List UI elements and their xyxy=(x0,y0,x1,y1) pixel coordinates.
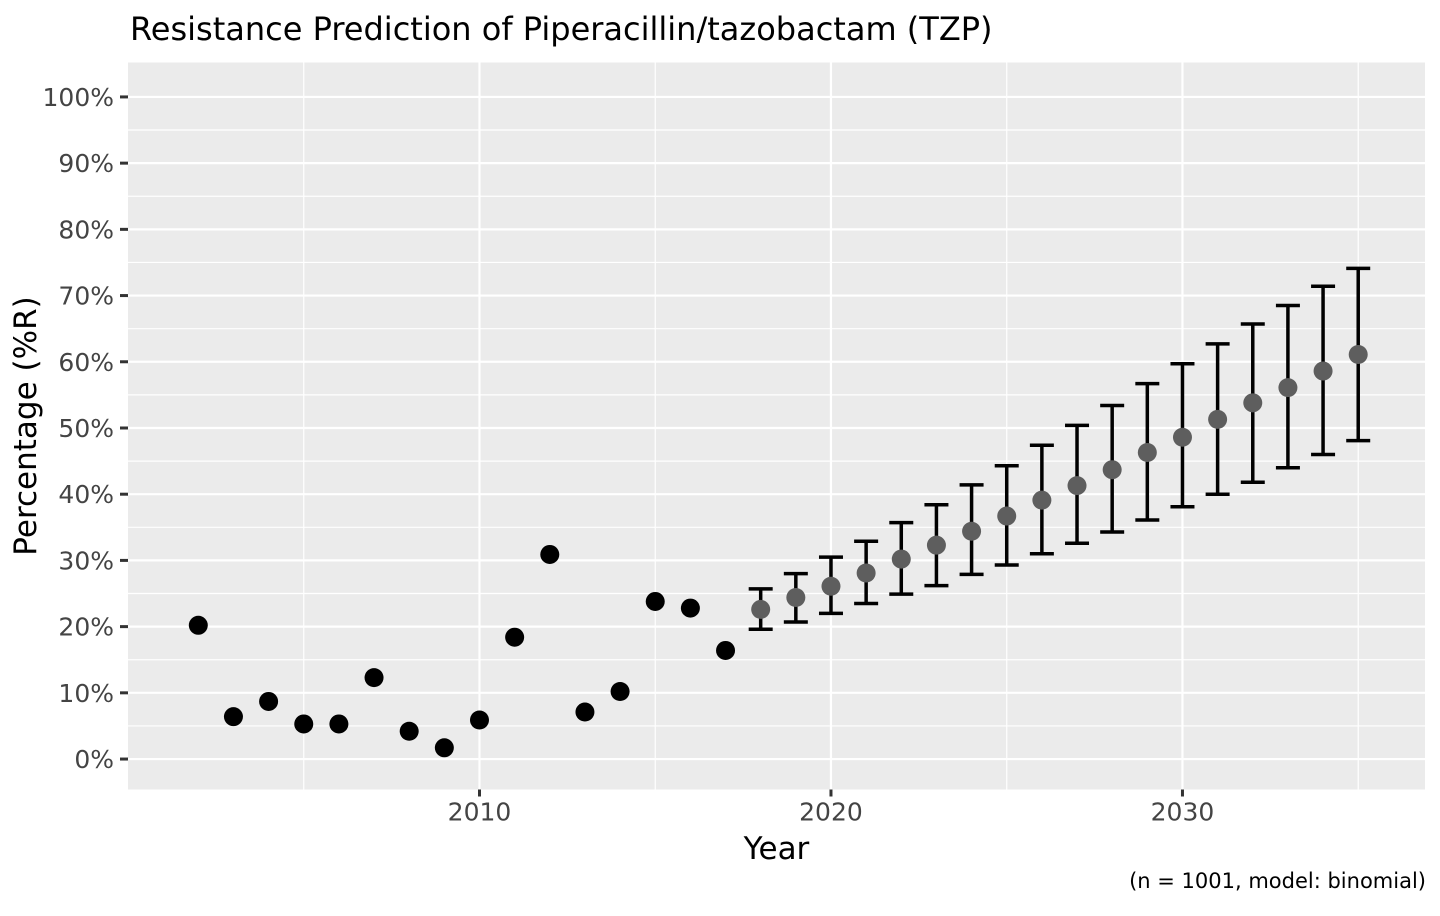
y-axis-tick-label: 10% xyxy=(58,679,114,708)
predicted-point xyxy=(1313,361,1333,381)
observed-point xyxy=(399,721,419,741)
predicted-point xyxy=(1243,393,1263,413)
x-axis-tick-label: 2010 xyxy=(448,798,512,827)
predicted-point xyxy=(926,535,946,555)
predicted-point xyxy=(1102,460,1122,480)
observed-point xyxy=(294,714,314,734)
predicted-point xyxy=(786,587,806,607)
y-axis-tick-label: 60% xyxy=(58,348,114,377)
predicted-point xyxy=(962,521,982,541)
observed-point xyxy=(259,691,279,711)
y-axis-tick-label: 20% xyxy=(58,613,114,642)
y-axis-tick-label: 70% xyxy=(58,282,114,311)
y-axis-tick-label: 40% xyxy=(58,480,114,509)
observed-point xyxy=(329,714,349,734)
observed-point xyxy=(575,702,595,722)
predicted-point xyxy=(997,506,1017,526)
chart-caption: (n = 1001, model: binomial) xyxy=(1129,869,1426,893)
observed-point xyxy=(610,682,630,702)
chart-title: Resistance Prediction of Piperacillin/ta… xyxy=(130,10,993,48)
observed-point xyxy=(505,627,525,647)
observed-point xyxy=(364,668,384,688)
y-axis-tick-label: 30% xyxy=(58,546,114,575)
observed-point xyxy=(716,640,736,660)
y-axis-title: Percentage (%R) xyxy=(8,296,44,556)
predicted-point xyxy=(1278,378,1298,398)
predicted-point xyxy=(821,576,841,596)
predicted-point xyxy=(1032,490,1052,510)
predicted-point xyxy=(1348,344,1368,364)
observed-point xyxy=(223,707,243,727)
y-axis-tick-label: 50% xyxy=(58,414,114,443)
predicted-point xyxy=(1208,409,1228,429)
x-axis-title: Year xyxy=(743,831,810,867)
y-axis-tick-label: 90% xyxy=(58,149,114,178)
x-axis-tick-label: 2030 xyxy=(1151,798,1215,827)
observed-point xyxy=(434,738,454,758)
observed-point xyxy=(540,544,560,564)
predicted-point xyxy=(891,549,911,569)
predicted-point xyxy=(1172,427,1192,447)
observed-point xyxy=(469,710,489,730)
observed-point xyxy=(645,591,665,611)
y-axis-tick-label: 0% xyxy=(74,745,114,774)
y-axis-tick-label: 100% xyxy=(43,83,114,112)
observed-point xyxy=(680,598,700,618)
plot-panel-background xyxy=(128,62,1425,790)
x-axis-tick-label: 2020 xyxy=(799,798,863,827)
predicted-point xyxy=(751,599,771,619)
predicted-point xyxy=(856,563,876,583)
y-axis-tick-label: 80% xyxy=(58,215,114,244)
predicted-point xyxy=(1137,442,1157,462)
predicted-point xyxy=(1067,476,1087,496)
observed-point xyxy=(188,615,208,635)
